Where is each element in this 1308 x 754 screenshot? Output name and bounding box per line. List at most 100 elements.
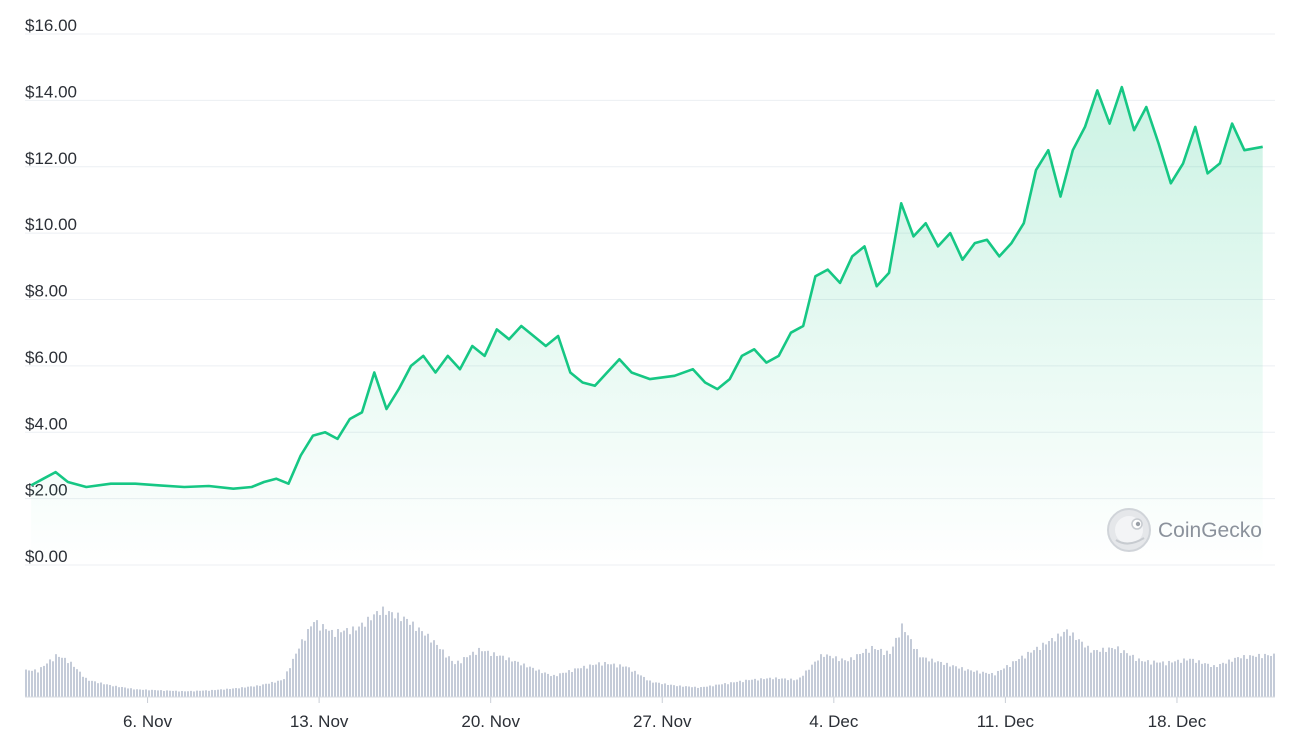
volume-bar xyxy=(628,667,630,697)
volume-bar xyxy=(82,676,84,697)
volume-bar xyxy=(598,662,600,697)
volume-bar xyxy=(535,670,537,697)
volume-bar xyxy=(826,654,828,697)
volume-bar xyxy=(673,685,675,697)
volume-bar xyxy=(877,649,879,697)
volume-bar xyxy=(328,630,330,697)
volume-bar xyxy=(1006,665,1008,697)
volume-bar xyxy=(373,614,375,697)
volume-bar xyxy=(52,661,54,697)
volume-bar xyxy=(76,669,78,697)
volume-bar xyxy=(406,618,408,697)
y-tick-label: $16.00 xyxy=(25,16,77,35)
volume-bar xyxy=(1135,660,1137,697)
volume-bar xyxy=(622,666,624,697)
volume-bar xyxy=(964,670,966,697)
volume-bar xyxy=(1012,661,1014,697)
volume-bar xyxy=(172,690,174,697)
volume-bar xyxy=(1111,647,1113,697)
volume-bar xyxy=(145,689,147,697)
price-line xyxy=(30,85,1263,490)
volume-bar xyxy=(853,659,855,697)
volume-bar xyxy=(1231,661,1233,697)
volume-bar xyxy=(823,656,825,697)
volume-bar xyxy=(931,658,933,697)
volume-bar xyxy=(274,682,276,697)
volume-bar xyxy=(1090,652,1092,697)
volume-bar xyxy=(787,680,789,697)
volume-bar xyxy=(886,650,888,697)
volume-bar xyxy=(361,622,363,697)
volume-bar xyxy=(427,633,429,697)
volume-bar xyxy=(1102,647,1104,697)
volume-bar xyxy=(1123,650,1125,697)
price-area xyxy=(31,87,1263,565)
volume-bar xyxy=(148,690,150,697)
volume-bar xyxy=(421,631,423,697)
volume-bar xyxy=(1108,647,1110,697)
volume-bar xyxy=(1030,652,1032,697)
volume-bar xyxy=(232,688,234,697)
volume-bar xyxy=(1162,661,1164,697)
volume-bar xyxy=(334,636,336,697)
volume-bar xyxy=(730,682,732,697)
volume-bar xyxy=(637,674,639,697)
volume-bar xyxy=(631,671,633,697)
volume-bar xyxy=(70,661,72,697)
x-tick-label: 20. Nov xyxy=(461,712,520,731)
volume-bar xyxy=(1021,655,1023,697)
volume-bar xyxy=(1078,639,1080,697)
volume-bar xyxy=(844,660,846,697)
volume-bar xyxy=(1267,655,1269,697)
volume-bar xyxy=(982,671,984,697)
volume-bar xyxy=(247,686,249,697)
volume-bar xyxy=(727,684,729,697)
volume-bar xyxy=(865,648,867,697)
volume-bar xyxy=(802,675,804,697)
volume-bar xyxy=(1168,660,1170,697)
volume-bar xyxy=(856,654,858,697)
y-tick-label: $14.00 xyxy=(25,82,77,101)
volume-bar xyxy=(1234,657,1236,697)
volume-bar xyxy=(514,660,516,697)
volume-bar xyxy=(109,684,111,697)
volume-bar xyxy=(733,682,735,697)
volume-bar xyxy=(532,667,534,697)
volume-bar xyxy=(1159,662,1161,697)
volume-bar xyxy=(355,630,357,697)
volume-bar xyxy=(850,657,852,697)
volume-bar xyxy=(418,627,420,697)
volume-bar xyxy=(118,687,120,697)
volume-bar xyxy=(550,676,552,697)
volume-bar xyxy=(694,686,696,697)
volume-bar xyxy=(955,666,957,697)
x-tick-label: 4. Dec xyxy=(809,712,859,731)
volume-bar xyxy=(400,621,402,697)
volume-bar xyxy=(25,669,27,697)
volume-bar xyxy=(895,637,897,697)
volume-bar xyxy=(388,611,390,697)
volume-bar xyxy=(847,661,849,697)
volume-bar xyxy=(1237,657,1239,697)
volume-bar xyxy=(1072,632,1074,697)
volume-bar xyxy=(133,689,135,697)
volume-bar xyxy=(553,674,555,697)
volume-bar xyxy=(304,640,306,697)
volume-bar xyxy=(592,665,594,697)
volume-bar xyxy=(1045,644,1047,697)
volume-bar xyxy=(478,647,480,697)
volume-bar xyxy=(1165,665,1167,697)
volume-bar xyxy=(151,689,153,697)
volume-bar xyxy=(1144,661,1146,697)
volume-bar xyxy=(88,680,90,697)
volume-bar xyxy=(1129,655,1131,697)
y-tick-label: $10.00 xyxy=(25,215,77,234)
volume-bar xyxy=(883,655,885,697)
volume-bar xyxy=(448,656,450,697)
volume-bar xyxy=(1177,659,1179,697)
volume-bar xyxy=(871,645,873,697)
volume-bar xyxy=(46,663,48,697)
volume-bar xyxy=(700,687,702,697)
volume-bar xyxy=(184,691,186,697)
volume-bar xyxy=(364,626,366,697)
